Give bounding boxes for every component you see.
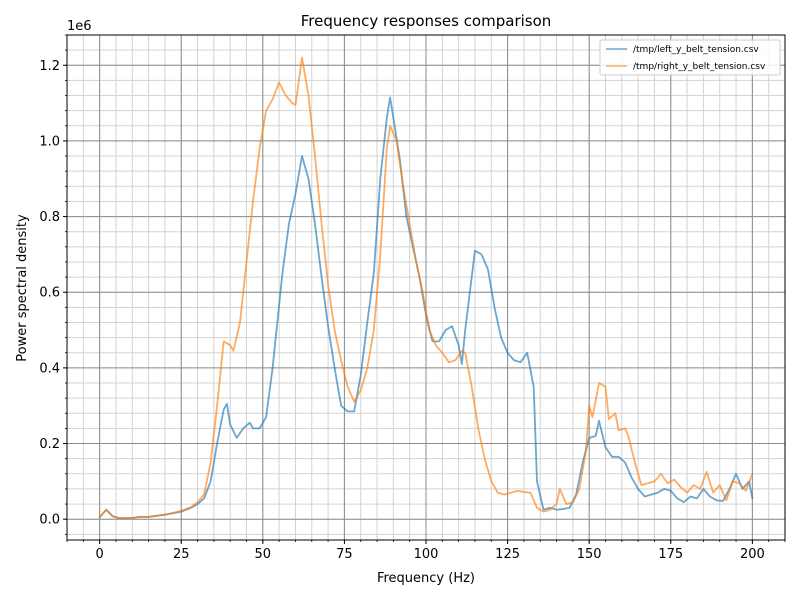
legend-box <box>599 39 781 76</box>
y-tick-label: 0.4 <box>39 361 60 376</box>
y-tick-label: 0.0 <box>39 513 60 528</box>
legend: /tmp/left_y_belt_tension.csv /tmp/right_… <box>599 39 781 76</box>
chart-title: Frequency responses comparison <box>301 12 552 30</box>
y-tick-label: 1.2 <box>39 59 60 74</box>
series-line-0 <box>98 96 754 519</box>
x-tick-label: 25 <box>173 547 190 562</box>
y-axis-ticks: 0.0 0.2 0.4 0.6 0.8 1.0 1.2 <box>39 34 67 535</box>
x-tick-label: 175 <box>658 547 683 562</box>
x-tick-label: 50 <box>255 547 272 562</box>
y-axis-title: Power spectral density <box>15 214 30 362</box>
legend-label-left: /tmp/left_y_belt_tension.csv <box>633 45 759 55</box>
x-axis-ticks: 0 25 50 75 100 125 150 175 200 <box>66 540 786 562</box>
series-line-1 <box>98 56 754 519</box>
x-tick-label: 0 <box>95 547 103 562</box>
x-tick-label: 125 <box>495 547 520 562</box>
y-tick-label: 1.0 <box>39 134 60 149</box>
x-tick-label: 75 <box>336 547 353 562</box>
x-axis-title: Frequency (Hz) <box>377 571 475 586</box>
series-lines <box>98 56 754 519</box>
y-tick-label: 0.6 <box>39 286 60 301</box>
y-axis-offset-label: 1e6 <box>67 19 92 34</box>
y-tick-label: 0.2 <box>39 437 60 452</box>
x-tick-label: 100 <box>414 547 439 562</box>
legend-label-right: /tmp/right_y_belt_tension.csv <box>633 62 766 72</box>
x-tick-label: 150 <box>577 547 602 562</box>
x-tick-label: 200 <box>740 547 765 562</box>
y-tick-label: 0.8 <box>39 210 60 225</box>
